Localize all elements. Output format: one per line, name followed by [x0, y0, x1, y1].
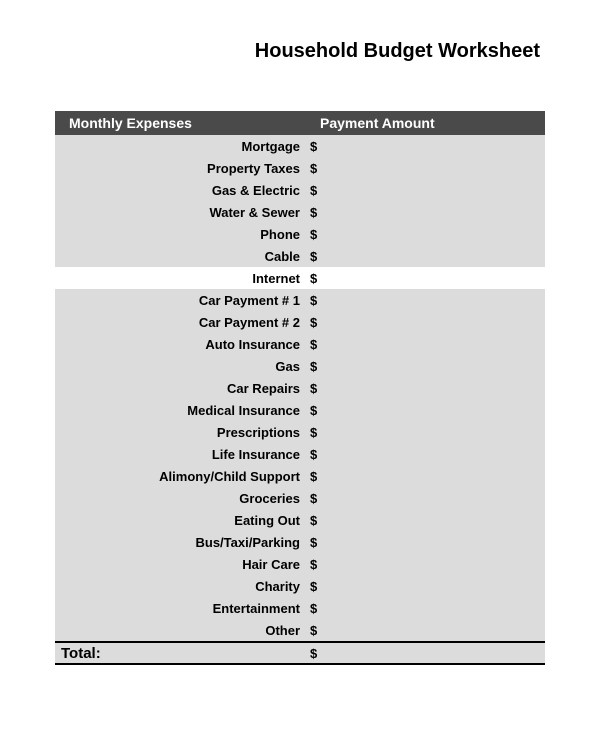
table-row: Alimony/Child Support$ [55, 465, 545, 487]
expense-label: Car Payment # 1 [55, 293, 310, 308]
expense-label: Gas & Electric [55, 183, 310, 198]
expense-label: Property Taxes [55, 161, 310, 176]
currency-symbol: $ [310, 227, 330, 242]
expense-label: Alimony/Child Support [55, 469, 310, 484]
table-row: Phone$ [55, 223, 545, 245]
total-currency-symbol: $ [310, 646, 330, 661]
page-title: Household Budget Worksheet [55, 40, 545, 63]
expense-label: Hair Care [55, 557, 310, 572]
table-row: Hair Care$ [55, 553, 545, 575]
currency-symbol: $ [310, 623, 330, 638]
expense-label: Water & Sewer [55, 205, 310, 220]
expense-label: Bus/Taxi/Parking [55, 535, 310, 550]
currency-symbol: $ [310, 403, 330, 418]
currency-symbol: $ [310, 447, 330, 462]
table-row: Eating Out$ [55, 509, 545, 531]
currency-symbol: $ [310, 183, 330, 198]
table-row: Prescriptions$ [55, 421, 545, 443]
currency-symbol: $ [310, 535, 330, 550]
expense-label: Internet [55, 271, 310, 286]
currency-symbol: $ [310, 491, 330, 506]
expenses-table: Monthly Expenses Payment Amount Mortgage… [55, 111, 545, 665]
expense-label: Medical Insurance [55, 403, 310, 418]
currency-symbol: $ [310, 601, 330, 616]
table-row: Car Repairs$ [55, 377, 545, 399]
expense-label: Mortgage [55, 139, 310, 154]
table-row: Water & Sewer$ [55, 201, 545, 223]
currency-symbol: $ [310, 469, 330, 484]
table-row: Gas$ [55, 355, 545, 377]
table-row: Life Insurance$ [55, 443, 545, 465]
worksheet-page: Household Budget Worksheet Monthly Expen… [0, 0, 600, 695]
table-body: Mortgage$Property Taxes$Gas & Electric$W… [55, 135, 545, 641]
table-row: Auto Insurance$ [55, 333, 545, 355]
currency-symbol: $ [310, 161, 330, 176]
table-header-row: Monthly Expenses Payment Amount [55, 111, 545, 135]
expense-label: Prescriptions [55, 425, 310, 440]
expense-label: Cable [55, 249, 310, 264]
table-row: Car Payment # 2$ [55, 311, 545, 333]
expense-label: Car Payment # 2 [55, 315, 310, 330]
header-expenses: Monthly Expenses [55, 115, 310, 131]
currency-symbol: $ [310, 359, 330, 374]
table-row: Other$ [55, 619, 545, 641]
currency-symbol: $ [310, 315, 330, 330]
table-row: Groceries$ [55, 487, 545, 509]
currency-symbol: $ [310, 205, 330, 220]
table-row: Car Payment # 1$ [55, 289, 545, 311]
expense-label: Eating Out [55, 513, 310, 528]
currency-symbol: $ [310, 337, 330, 352]
table-row: Cable$ [55, 245, 545, 267]
table-row: Gas & Electric$ [55, 179, 545, 201]
table-row: Charity$ [55, 575, 545, 597]
currency-symbol: $ [310, 513, 330, 528]
expense-label: Auto Insurance [55, 337, 310, 352]
table-row: Mortgage$ [55, 135, 545, 157]
table-row: Internet$ [55, 267, 545, 289]
table-row: Bus/Taxi/Parking$ [55, 531, 545, 553]
table-row: Medical Insurance$ [55, 399, 545, 421]
header-amount: Payment Amount [310, 115, 545, 131]
currency-symbol: $ [310, 579, 330, 594]
table-row: Entertainment$ [55, 597, 545, 619]
currency-symbol: $ [310, 293, 330, 308]
expense-label: Gas [55, 359, 310, 374]
table-row: Property Taxes$ [55, 157, 545, 179]
expense-label: Groceries [55, 491, 310, 506]
currency-symbol: $ [310, 249, 330, 264]
currency-symbol: $ [310, 557, 330, 572]
expense-label: Phone [55, 227, 310, 242]
currency-symbol: $ [310, 381, 330, 396]
expense-label: Life Insurance [55, 447, 310, 462]
currency-symbol: $ [310, 271, 330, 286]
expense-label: Charity [55, 579, 310, 594]
currency-symbol: $ [310, 425, 330, 440]
currency-symbol: $ [310, 139, 330, 154]
total-label: Total: [55, 645, 310, 662]
total-row: Total: $ [55, 641, 545, 665]
expense-label: Entertainment [55, 601, 310, 616]
expense-label: Car Repairs [55, 381, 310, 396]
expense-label: Other [55, 623, 310, 638]
